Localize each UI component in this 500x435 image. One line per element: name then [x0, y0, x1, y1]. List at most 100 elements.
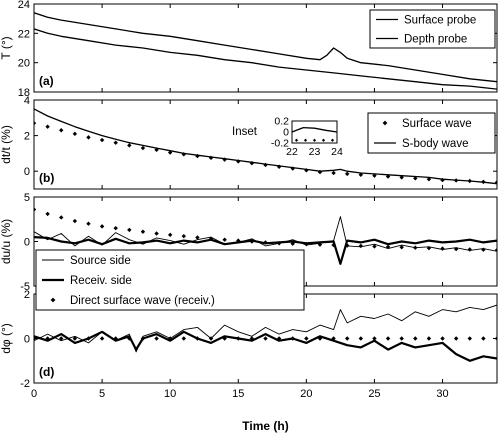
- surface-wave-point: [99, 137, 105, 143]
- y-tick-label: 18: [18, 87, 30, 99]
- direct-surface-wave-receiv-point: [127, 227, 132, 233]
- direct-surface-wave-receiv-point: [453, 246, 459, 252]
- inset-y-tick-label: 0.2: [274, 116, 289, 128]
- direct-surface-wave-receiv-legend-marker: [50, 297, 56, 303]
- direct-surface-wave-receiv-point: [481, 247, 486, 252]
- legend-box: [369, 9, 496, 49]
- panel-label: (d): [39, 365, 54, 379]
- direct-surface-wave-receiv-point: [181, 233, 186, 239]
- y-tick-label: 22: [18, 28, 30, 40]
- inset-x-tick-label: 22: [286, 146, 298, 158]
- direct-surface-wave-receiv-point: [208, 236, 214, 242]
- surface-wave-point: [127, 143, 132, 148]
- direct-surface-wave-receiv-point: [481, 336, 486, 341]
- panel-label: (a): [39, 74, 54, 88]
- direct-surface-wave-receiv-point: [59, 215, 64, 220]
- y-tick-label: 4: [24, 95, 30, 107]
- direct-surface-wave-receiv-point: [467, 336, 472, 341]
- direct-surface-wave-receiv-point: [72, 218, 78, 224]
- y-axis-label: du/u (%): [0, 219, 13, 264]
- x-tick-label: 10: [164, 388, 176, 400]
- direct-surface-wave-receiv-point: [113, 336, 118, 341]
- direct-surface-wave-receiv-point: [304, 241, 309, 247]
- direct-surface-wave-receiv-point: [249, 336, 255, 341]
- direct-surface-wave-receiv-point: [113, 225, 118, 231]
- y-tick-label: 20: [18, 58, 30, 70]
- receiv-side-legend-label: Receiv. side: [70, 275, 132, 287]
- inset-point: [321, 138, 326, 142]
- y-tick-label: 5: [24, 192, 30, 204]
- legend: Surface wave S-body wave: [367, 112, 496, 154]
- direct-surface-wave-receiv-point: [413, 245, 418, 250]
- direct-surface-wave-receiv-point: [72, 336, 78, 341]
- inset-x-tick-label: 24: [331, 146, 343, 158]
- inset-point: [312, 138, 317, 142]
- y-tick-label: 0: [24, 237, 30, 249]
- y-axis-label: T (°): [0, 36, 13, 59]
- direct-surface-wave-receiv-point: [304, 336, 309, 341]
- direct-surface-wave-receiv-point: [385, 244, 391, 250]
- direct-surface-wave-receiv-point: [140, 229, 146, 234]
- direct-surface-wave-receiv-point: [222, 237, 227, 242]
- surface-wave-point: [86, 135, 91, 140]
- surface-wave-point: [72, 131, 78, 137]
- y-axis-label: dφ (°): [0, 323, 13, 354]
- direct-surface-wave-receiv-point: [86, 336, 91, 341]
- x-tick-label: 30: [436, 388, 448, 400]
- direct-surface-wave-receiv-point: [467, 247, 472, 252]
- direct-surface-wave-receiv-point: [358, 243, 364, 249]
- direct-surface-wave-receiv-point: [154, 336, 159, 341]
- legend: Source side Receiv. side Direct surface wa…: [35, 249, 305, 311]
- surface-wave-point: [263, 162, 268, 168]
- direct-surface-wave-receiv-point: [59, 336, 64, 341]
- direct-surface-wave-receiv-point: [331, 242, 336, 248]
- x-tick-label: 20: [300, 388, 312, 400]
- direct-surface-wave-receiv-point: [372, 336, 377, 341]
- plot-frame: [33, 3, 498, 93]
- direct-surface-wave-receiv-point: [45, 336, 50, 341]
- surface-wave-point: [45, 124, 50, 129]
- inset-x-tick-label: 23: [309, 146, 321, 158]
- x-tick-label: 0: [31, 388, 37, 400]
- direct-surface-wave-receiv-point: [195, 336, 200, 341]
- inset-point: [303, 138, 308, 142]
- source-side-legend-label: Source side: [70, 255, 131, 267]
- direct-surface-wave-receiv-point: [140, 336, 146, 341]
- direct-surface-wave-receiv-point: [99, 336, 105, 341]
- direct-surface-wave-receiv-point: [86, 221, 91, 226]
- inset-y-tick-label: -0.2: [271, 138, 289, 150]
- surface-wave-legend-marker: [382, 120, 388, 126]
- inset-point: [294, 138, 299, 142]
- y-tick-label: 24: [18, 0, 30, 11]
- receiv-side-line: [34, 330, 497, 362]
- direct-surface-wave-receiv-point: [45, 211, 50, 217]
- surface-wave-point: [345, 171, 350, 177]
- surface-wave-point: [236, 159, 241, 164]
- direct-surface-wave-receiv-point: [167, 336, 173, 341]
- direct-surface-wave-receiv-point: [453, 336, 459, 341]
- y-axis-label: dt/t (%): [0, 125, 13, 164]
- panel-label: (b): [39, 171, 54, 185]
- y-tick-label: 0: [24, 334, 30, 346]
- inset: -0.200.2 22 23 24 Inset: [232, 116, 343, 159]
- surface-wave-point: [331, 170, 336, 176]
- depth-probe-legend-label: Depth probe: [404, 34, 467, 46]
- surface-wave-point: [59, 128, 64, 133]
- direct-surface-wave-receiv-point: [276, 336, 282, 341]
- panel-1: 18 20 22 24 T (°) (a) Surface probe Depth probe: [0, 0, 498, 99]
- direct-surface-wave-receiv-point: [181, 336, 186, 341]
- direct-surface-wave-receiv-point: [195, 235, 200, 240]
- direct-surface-wave-receiv-point: [413, 336, 418, 341]
- direct-surface-wave-receiv-point: [249, 239, 255, 244]
- direct-surface-wave-receiv-point: [317, 336, 323, 341]
- direct-surface-wave-receiv-point: [331, 336, 336, 341]
- direct-surface-wave-receiv-point: [222, 336, 227, 341]
- source-side-line: [34, 216, 497, 252]
- x-tick-label: 15: [232, 388, 244, 400]
- inset-line: [291, 126, 338, 133]
- direct-surface-wave-receiv-point: [127, 336, 132, 341]
- direct-surface-wave-receiv-point: [317, 242, 323, 247]
- surface-wave-point: [276, 164, 282, 169]
- surface-wave-point: [34, 120, 37, 126]
